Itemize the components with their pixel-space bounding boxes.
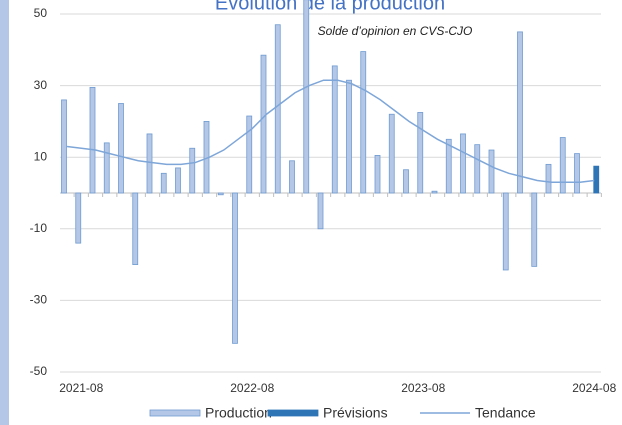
- bar: [460, 133, 466, 194]
- chart-title: Évolution de la production: [215, 0, 445, 14]
- legend-swatch: [267, 409, 319, 417]
- legend-label: Production: [205, 405, 272, 421]
- bar: [160, 172, 167, 194]
- bar: [331, 65, 338, 194]
- bar: [417, 112, 424, 194]
- chart-subtitle: Solde d’opinion en CVS-CJO: [318, 24, 473, 38]
- y-tick-label: 30: [34, 78, 48, 92]
- bar: [103, 142, 110, 194]
- bar: [246, 115, 253, 194]
- legend-label: Prévisions: [323, 405, 388, 421]
- x-tick-label: 2022-08: [230, 381, 274, 395]
- bar: [531, 192, 538, 267]
- bar: [274, 24, 281, 194]
- bar: [132, 192, 139, 265]
- bar: [517, 31, 523, 194]
- bar: [89, 86, 96, 194]
- bar: [474, 144, 481, 194]
- bar: [303, 0, 310, 194]
- bar: [189, 147, 196, 194]
- bar: [574, 153, 580, 194]
- legend-swatch: [149, 409, 201, 417]
- bar: [403, 169, 409, 194]
- x-tick-label: 2021-08: [59, 381, 103, 395]
- y-tick-label: 50: [34, 6, 48, 20]
- bar: [232, 192, 238, 344]
- bar: [146, 133, 153, 194]
- bar: [61, 99, 67, 194]
- trend-line: [66, 79, 595, 184]
- bar: [431, 190, 438, 194]
- bar: [502, 192, 509, 271]
- y-tick-label: -30: [30, 293, 48, 307]
- bar: [75, 192, 82, 244]
- bar: [118, 103, 124, 194]
- bar: [374, 155, 381, 194]
- bar: [217, 192, 224, 196]
- bar: [545, 163, 552, 194]
- bar: [260, 54, 267, 194]
- x-tick-label: 2024-08: [572, 381, 616, 395]
- bar: [388, 113, 395, 194]
- bar: [346, 79, 352, 194]
- side-strip: [0, 0, 9, 425]
- bar: [317, 192, 324, 230]
- y-tick-label: -50: [30, 364, 48, 378]
- bar: [445, 138, 452, 194]
- x-tick-label: 2023-08: [401, 381, 445, 395]
- bar: [289, 160, 295, 194]
- bar: [593, 165, 600, 194]
- bar: [559, 137, 566, 194]
- bar: [360, 51, 367, 194]
- y-tick-label: -10: [30, 221, 48, 235]
- bar: [175, 167, 181, 194]
- bar: [488, 149, 495, 194]
- y-tick-label: 10: [34, 149, 48, 163]
- legend-label: Tendance: [475, 405, 536, 421]
